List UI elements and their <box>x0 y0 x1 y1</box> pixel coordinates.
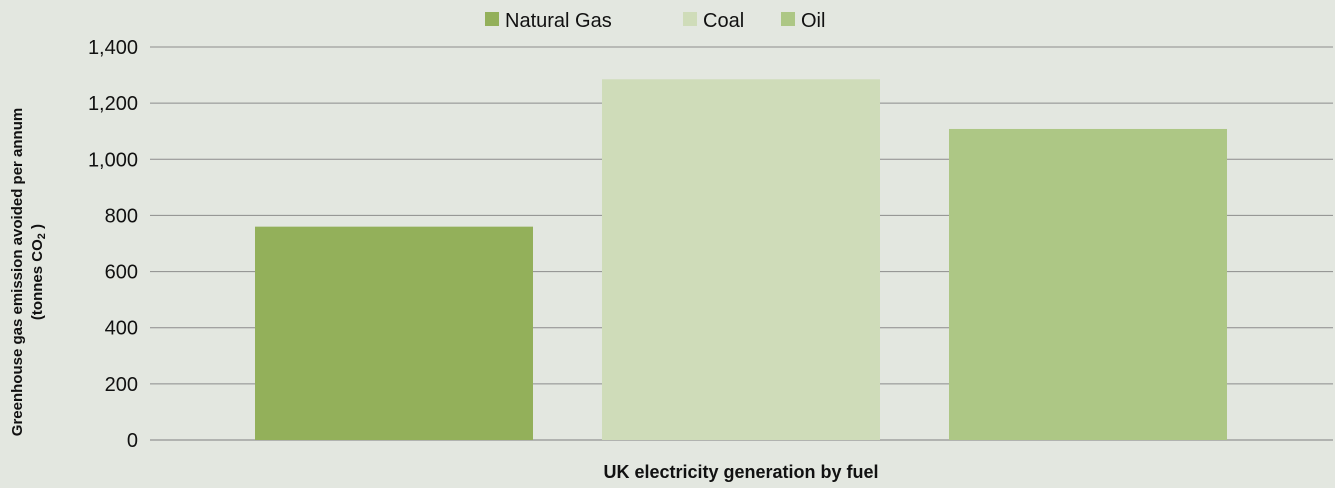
y-tick-label: 1,400 <box>88 37 138 59</box>
legend-label: Oil <box>801 10 825 32</box>
legend-swatch <box>781 12 795 26</box>
y-tick-label: 0 <box>127 430 138 452</box>
legend-item: Natural Gas <box>485 10 612 32</box>
y-tick-label: 200 <box>105 374 138 396</box>
x-axis-title: UK electricity generation by fuel <box>603 462 878 482</box>
y-tick-label: 1,200 <box>88 93 138 115</box>
bar-natural-gas <box>255 226 533 440</box>
y-axis-title-line1: Greenhouse gas emission avoided per annu… <box>9 108 26 436</box>
y-tick-label: 600 <box>105 262 138 284</box>
bars <box>255 79 1227 441</box>
legend-label: Coal <box>703 10 744 32</box>
bar-oil <box>949 128 1227 440</box>
legend: Natural Gas Coal Oil <box>485 10 825 32</box>
y-tick-label: 800 <box>105 205 138 227</box>
legend-item: Oil <box>781 10 825 32</box>
y-tick-label: 1,000 <box>88 149 138 171</box>
bar-coal <box>602 79 880 441</box>
y-axis-title: Greenhouse gas emission avoided per annu… <box>9 108 48 436</box>
legend-swatch <box>683 12 697 26</box>
legend-swatch <box>485 12 499 26</box>
y-axis-title-line2: (tonnes CO2 ) <box>29 224 48 320</box>
legend-item: Coal <box>683 10 744 32</box>
y-axis-ticks: 0 200 400 600 800 1,000 1,200 1,400 <box>88 37 138 452</box>
legend-label: Natural Gas <box>505 10 612 32</box>
y-tick-label: 400 <box>105 318 138 340</box>
